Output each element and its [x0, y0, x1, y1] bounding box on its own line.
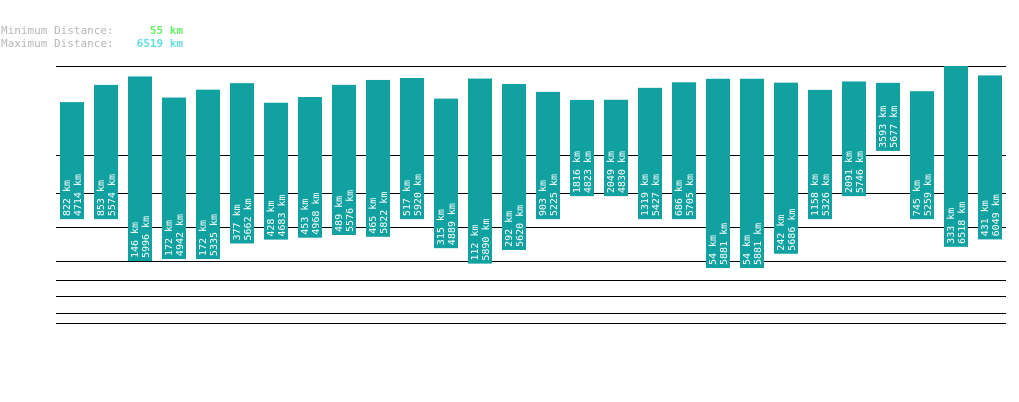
bar-label-high: 5881 km [719, 223, 730, 265]
bar [366, 79, 390, 237]
bar-label-low: 745 km [912, 180, 923, 216]
bar-label-high: 5576 km [345, 190, 356, 232]
bar-label-high: 5686 km [787, 209, 798, 251]
bar-label-high: 5996 km [141, 216, 152, 258]
bar-label-low: 1158 km [810, 174, 821, 216]
bar [60, 102, 84, 220]
bar-label-low: 146 km [130, 222, 141, 258]
bar-label-low: 489 km [334, 196, 345, 232]
minimum-distance-value: 55 km [149, 24, 183, 37]
bar-label-high: 5881 km [753, 223, 764, 265]
maximum-distance-label: Maximum Distance: [1, 37, 114, 50]
bar [944, 66, 968, 247]
bar-label-low: 903 km [538, 180, 549, 216]
bar [706, 78, 730, 269]
bar [94, 84, 118, 220]
bar-label-low: 853 km [96, 180, 107, 216]
bar-label-low: 315 km [436, 209, 447, 245]
bar-label-high: 4889 km [447, 203, 458, 245]
bar-label-low: 517 km [402, 180, 413, 216]
bar [230, 83, 254, 244]
bar [604, 99, 628, 197]
bar-label-low: 1816 km [572, 151, 583, 193]
bar-label-low: 54 km [708, 235, 719, 265]
bar-label-high: 5259 km [923, 174, 934, 216]
bar-label-low: 3593 km [878, 106, 889, 148]
bar-label-high: 4968 km [311, 193, 322, 235]
bar-label-low: 292 km [504, 211, 515, 247]
bar-label-low: 453 km [300, 199, 311, 235]
bar [808, 89, 832, 220]
bar [298, 97, 322, 238]
bar [978, 75, 1002, 240]
bar-label-low: 377 km [232, 204, 243, 240]
bar [740, 78, 764, 269]
bar [570, 99, 594, 197]
bar-label-high: 5705 km [685, 174, 696, 216]
bar-label-high: 5746 km [855, 151, 866, 193]
bar-label-low: 333 km [946, 208, 957, 244]
bar [774, 82, 798, 254]
bar-label-high: 5920 km [413, 174, 424, 216]
bar-label-low: 465 km [368, 198, 379, 234]
bar-label-low: 1319 km [640, 174, 651, 216]
bar-label-high: 5427 km [651, 174, 662, 216]
bar-label-low: 172 km [164, 220, 175, 256]
bar-label-low: 54 km [742, 235, 753, 265]
bar [128, 76, 152, 262]
bar-label-low: 428 km [266, 200, 277, 236]
bar-label-low: 2049 km [606, 151, 617, 193]
maximum-distance-row: Maximum Distance: 6519 km [1, 37, 183, 50]
bar [842, 81, 866, 197]
bar-label-high: 4683 km [277, 194, 288, 236]
bar-label-high: 5890 km [481, 218, 492, 260]
bar-label-high: 5677 km [889, 106, 900, 148]
bar [162, 97, 186, 260]
bar-label-high: 4830 km [617, 151, 628, 193]
bar-label-high: 4823 km [583, 151, 594, 193]
bar-label-high: 5326 km [821, 174, 832, 216]
bar [434, 98, 458, 249]
bar [638, 87, 662, 220]
bar-label-low: 172 km [198, 220, 209, 256]
bar-label-low: 2091 km [844, 151, 855, 193]
bar-label-high: 6049 km [991, 194, 1002, 236]
bar-label-high: 5620 km [515, 205, 526, 247]
bar-label-low: 822 km [62, 180, 73, 216]
bar [672, 82, 696, 220]
bar-label-low: 112 km [470, 225, 481, 261]
bar [468, 78, 492, 264]
bar-label-low: 686 km [674, 180, 685, 216]
bar-label-high: 6518 km [957, 202, 968, 244]
bar-label-high: 5574 km [107, 174, 118, 216]
bar-label-high: 5335 km [209, 214, 220, 256]
bar [196, 89, 220, 260]
bar-label-high: 4714 km [73, 174, 84, 216]
bar-label-high: 5822 km [379, 192, 390, 234]
bar [536, 91, 560, 220]
minimum-distance-row: Minimum Distance: 55 km [1, 24, 183, 37]
bar [502, 83, 526, 250]
bar [332, 84, 356, 235]
bar-label-high: 5662 km [243, 198, 254, 240]
bar-label-low: 242 km [776, 215, 787, 251]
bar [910, 91, 934, 220]
bar [264, 102, 288, 240]
bar [400, 77, 424, 220]
bar-label-high: 5225 km [549, 174, 560, 216]
bar-group: 822 km 4714 km 853 km 5574 km 146 km 5996 km 1… [60, 66, 1002, 269]
minimum-distance-label: Minimum Distance: [1, 24, 114, 37]
bar-label-low: 431 km [980, 200, 991, 236]
bar-label-high: 4942 km [175, 214, 186, 256]
maximum-distance-value: 6519 km [136, 37, 183, 50]
distance-summary: Minimum Distance: 55 km Maximum Distance:… [1, 24, 183, 50]
bar [876, 82, 900, 151]
